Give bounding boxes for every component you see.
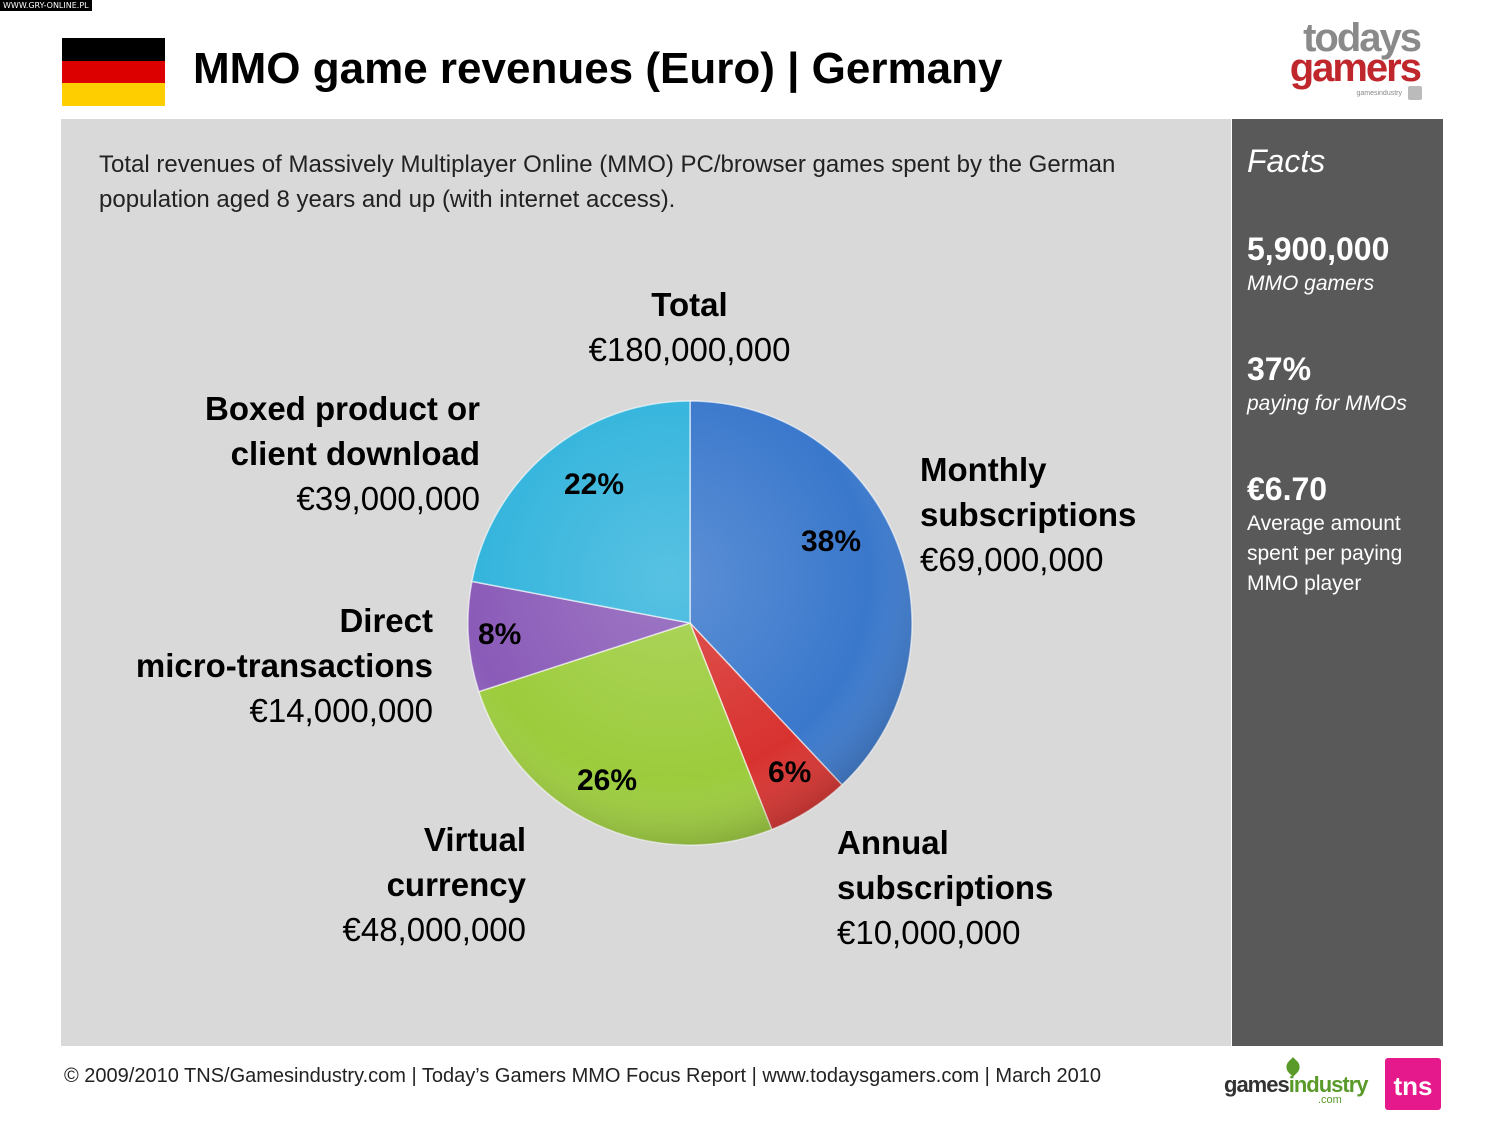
fact-average: €6.70 Average amount spent per paying MM…	[1247, 469, 1437, 599]
label-boxed: Boxed product or client download €39,000…	[205, 386, 480, 521]
page-title: MMO game revenues (Euro) | Germany	[193, 44, 1003, 93]
fact-gamers: 5,900,000 MMO gamers	[1247, 229, 1437, 299]
logo-sub: gamesindustry	[1356, 90, 1402, 97]
gamesindustry-logo: gamesindustry .com	[1224, 1057, 1374, 1110]
flag-stripe-gold	[62, 83, 165, 106]
total-title: Total	[651, 286, 728, 323]
intro-text: Total revenues of Massively Multiplayer …	[99, 151, 1116, 213]
label-boxed-amount: €39,000,000	[296, 480, 480, 517]
label-monthly: Monthly subscriptions €69,000,000	[920, 447, 1136, 582]
flag-stripe-black	[62, 38, 165, 61]
logo-badge-icon	[1408, 86, 1422, 100]
german-flag	[62, 38, 165, 106]
label-boxed-line1: Boxed product or	[204, 390, 480, 427]
label-annual-line2: subscriptions	[837, 869, 1054, 906]
label-virtual-line1: Virtual	[423, 821, 526, 858]
pct-monthly: 38%	[801, 525, 862, 558]
label-virtual-line2: currency	[386, 866, 526, 903]
label-annual-line1: Annual	[837, 824, 949, 861]
total-label: Total €180,000,000	[587, 282, 792, 372]
label-annual-amount: €10,000,000	[837, 914, 1021, 951]
fact-average-caption: Average amount spent per paying MMO play…	[1247, 512, 1403, 595]
fact-paying-caption: paying for MMOs	[1247, 392, 1407, 415]
fact-gamers-value: 5,900,000	[1247, 231, 1390, 267]
gi-logo-c: .com	[1318, 1094, 1342, 1106]
label-virtual: Virtual currency €48,000,000	[342, 817, 526, 952]
total-amount: €180,000,000	[588, 331, 791, 368]
pct-virtual: 26%	[577, 764, 638, 797]
logo-line1: todays	[1303, 16, 1422, 60]
fact-paying: 37% paying for MMOs	[1247, 349, 1437, 419]
watermark: WWW.GRY-ONLINE.PL	[0, 0, 92, 11]
gi-logo-a: games	[1224, 1072, 1290, 1097]
fact-average-value: €6.70	[1247, 471, 1328, 507]
label-boxed-line2: client download	[230, 435, 480, 472]
logo-line2: gamers	[1289, 46, 1422, 90]
pct-annual: 6%	[768, 756, 812, 789]
label-monthly-line2: subscriptions	[920, 496, 1137, 533]
tns-logo: tns	[1385, 1058, 1441, 1110]
label-direct-line1: Direct	[339, 602, 433, 639]
pct-direct: 8%	[478, 618, 522, 651]
fact-paying-value: 37%	[1247, 351, 1312, 387]
todaysgamers-logo: todays gamers gamesindustry	[1270, 18, 1430, 102]
label-direct: Direct micro-transactions €14,000,000	[136, 598, 433, 733]
label-monthly-line1: Monthly	[920, 451, 1047, 488]
fact-gamers-caption: MMO gamers	[1247, 272, 1375, 295]
gi-logo-b: industry	[1288, 1072, 1369, 1097]
gi-logo-text: gamesindustry	[1224, 1072, 1369, 1098]
label-direct-line2: micro-transactions	[135, 647, 433, 684]
label-virtual-amount: €48,000,000	[342, 911, 526, 948]
facts-heading: Facts	[1247, 143, 1326, 179]
flag-stripe-red	[62, 60, 165, 84]
facts-sidebar: Facts 5,900,000 MMO gamers 37% paying fo…	[1232, 119, 1443, 1046]
label-monthly-amount: €69,000,000	[920, 541, 1104, 578]
footer-text: © 2009/2010 TNS/Gamesindustry.com | Toda…	[64, 1065, 1102, 1087]
label-annual: Annual subscriptions €10,000,000	[837, 820, 1053, 955]
pct-boxed: 22%	[564, 468, 625, 501]
label-direct-amount: €14,000,000	[249, 692, 433, 729]
